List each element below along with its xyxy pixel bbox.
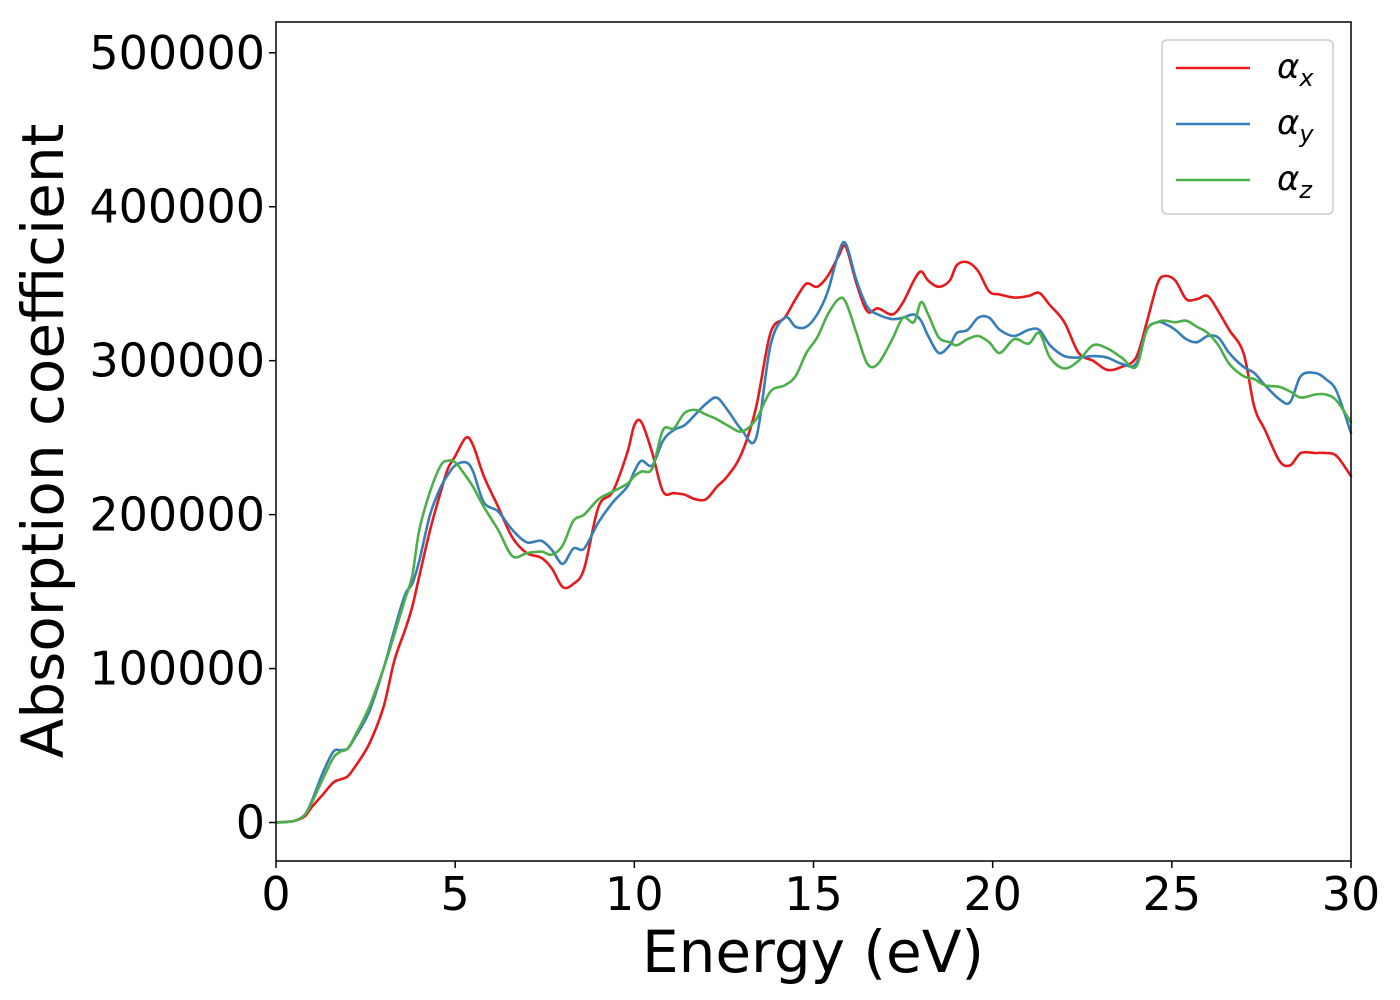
x-tick-label: 0 xyxy=(261,867,290,921)
x-tick-label: 20 xyxy=(963,867,1022,921)
x-tick-label: 5 xyxy=(441,867,470,921)
legend-box xyxy=(1161,39,1334,215)
series-line-z xyxy=(274,296,1353,824)
legend: αx αy αz xyxy=(1161,39,1334,215)
legend-label-z: αz xyxy=(1277,159,1313,204)
x-tick-label: 15 xyxy=(784,867,843,921)
y-tick-label: 100000 xyxy=(89,642,265,696)
x-axis-title: Energy (eV) xyxy=(642,918,984,986)
x-tick-label: 25 xyxy=(1143,867,1202,921)
x-tick-label: 30 xyxy=(1322,867,1381,921)
x-tick-label: 10 xyxy=(605,867,664,921)
y-axis-title: Absorption coefficient xyxy=(9,124,77,759)
legend-label-y: αy xyxy=(1277,103,1314,148)
y-tick-label: 300000 xyxy=(89,334,265,388)
y-axis-ticks: 0 100000 200000 300000 400000 500000 xyxy=(89,26,276,850)
x-axis-ticks: 0 5 10 15 20 25 30 xyxy=(261,861,1380,921)
y-tick-label: 500000 xyxy=(89,26,265,80)
series-lines xyxy=(274,240,1353,824)
legend-label-x: αx xyxy=(1277,47,1314,92)
y-tick-label: 200000 xyxy=(89,488,265,542)
series-line-x xyxy=(274,244,1353,824)
y-tick-label: 400000 xyxy=(89,180,265,234)
y-tick-label: 0 xyxy=(236,796,265,850)
series-line-y xyxy=(274,240,1353,824)
